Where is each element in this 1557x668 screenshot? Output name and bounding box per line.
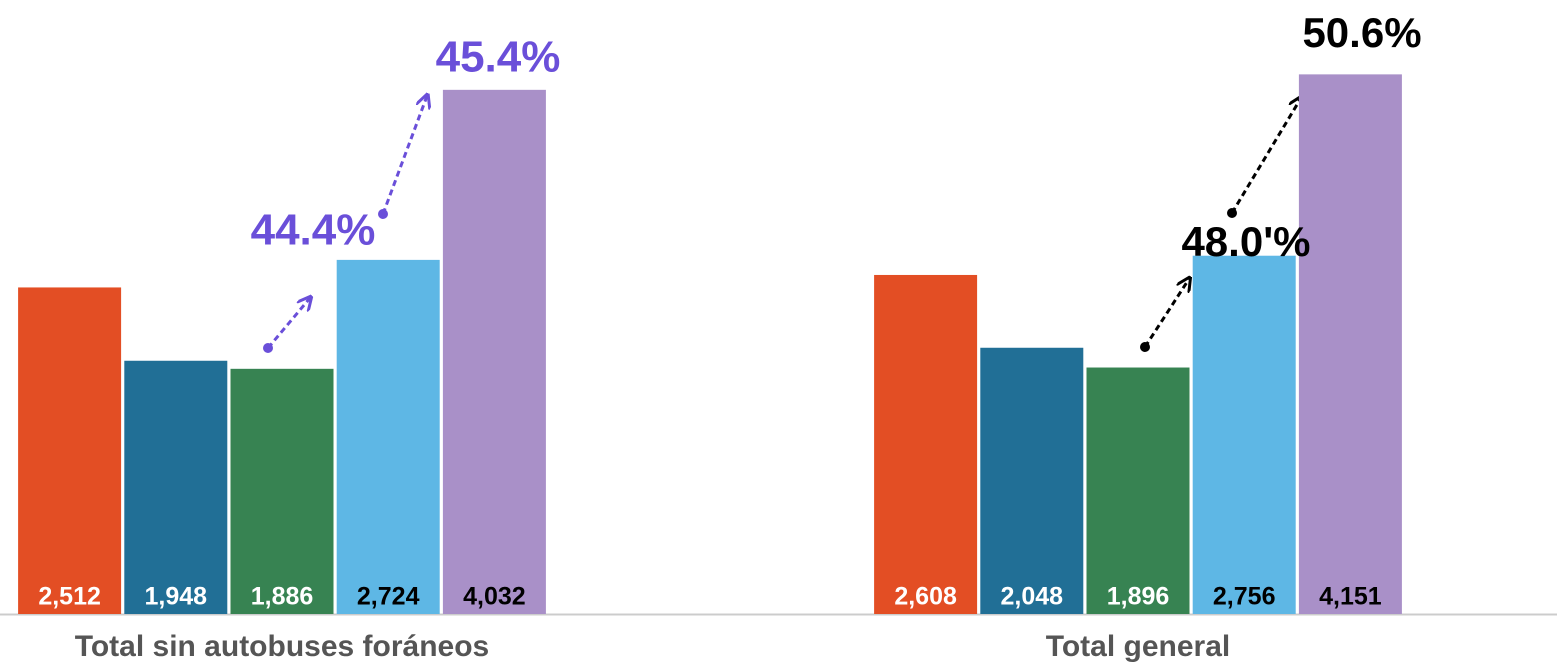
value-label: 2,724: [357, 583, 420, 611]
category-label: Total sin autobuses foráneos: [75, 630, 490, 663]
annotation: 50.6%: [1302, 9, 1421, 56]
value-label: 4,032: [463, 583, 526, 611]
bar: [874, 274, 978, 614]
bar: [336, 259, 440, 614]
bar: [1086, 367, 1190, 614]
value-label: 1,896: [1107, 583, 1170, 611]
bar: [124, 360, 228, 614]
bar: [1298, 74, 1402, 615]
annotation: 45.4%: [436, 33, 561, 82]
value-label: 4,151: [1319, 583, 1382, 611]
category-label: Total general: [1046, 630, 1230, 663]
bar: [980, 347, 1084, 614]
bar: [18, 287, 122, 614]
value-label: 2,512: [38, 583, 101, 611]
annotation: 44.4%: [251, 206, 376, 255]
value-label: 2,756: [1213, 583, 1276, 611]
arrows: [263, 96, 1301, 353]
value-label: 1,948: [145, 583, 208, 611]
bar: [230, 368, 334, 614]
bar: [1192, 255, 1296, 614]
value-label: 2,608: [894, 583, 957, 611]
value-label: 1,886: [251, 583, 314, 611]
bar: [442, 89, 546, 615]
annotation: 48.0'%: [1181, 218, 1310, 265]
value-label: 2,048: [1001, 583, 1064, 611]
